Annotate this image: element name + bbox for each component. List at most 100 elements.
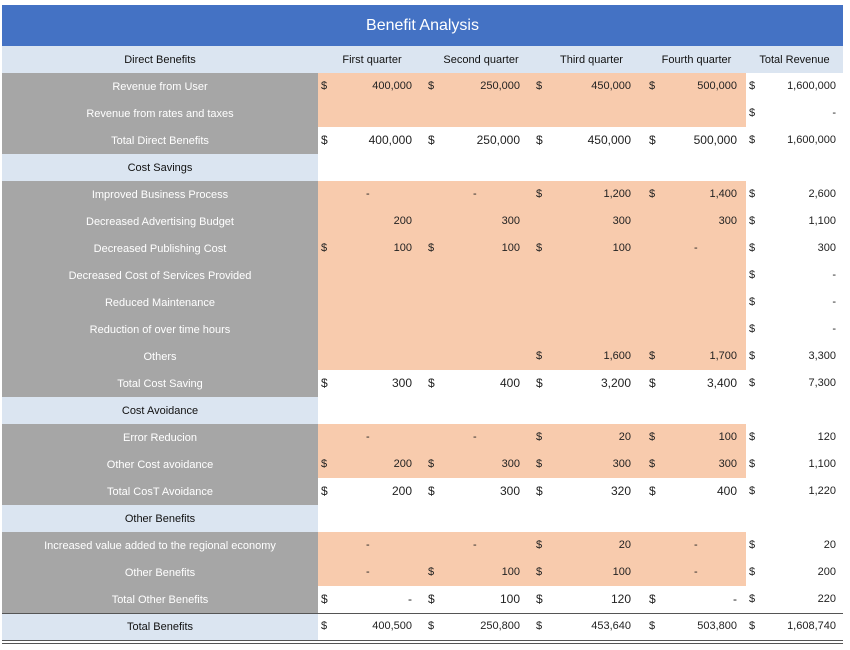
total-value: 7,300	[808, 377, 836, 389]
quarter-value: -	[408, 592, 412, 606]
quarter-value: 400	[499, 376, 520, 390]
value-band	[318, 424, 746, 451]
value-band	[318, 559, 746, 586]
total-currency: $	[749, 566, 756, 578]
total-currency: $	[749, 620, 756, 632]
currency-symbol: $	[536, 431, 543, 443]
currency-symbol: $	[649, 80, 656, 92]
value-band	[318, 262, 746, 289]
quarter-value: 400,000	[368, 133, 412, 147]
total-currency: $	[749, 350, 756, 362]
row-label: Error Reducion	[2, 424, 318, 451]
quarter-value: 300	[501, 215, 520, 227]
quarter-value: -	[733, 592, 737, 606]
total-value: -	[832, 296, 836, 308]
currency-symbol: $	[321, 133, 328, 147]
quarter-value: -	[473, 188, 477, 200]
total-value: 3,300	[808, 350, 836, 362]
currency-symbol: $	[649, 376, 656, 390]
total-currency: $	[749, 593, 756, 605]
quarter-value: 300	[501, 458, 520, 470]
quarter-value: 3,200	[600, 376, 631, 390]
value-band	[318, 532, 746, 559]
quarter-value: 200	[391, 484, 412, 498]
currency-symbol: $	[321, 458, 328, 470]
currency-symbol: $	[428, 458, 435, 470]
value-band	[318, 235, 746, 262]
currency-symbol: $	[428, 376, 435, 390]
total-currency: $	[749, 539, 756, 551]
currency-symbol: $	[649, 484, 656, 498]
quarter-value: 300	[499, 484, 520, 498]
value-band	[318, 100, 746, 127]
quarter-value: 120	[610, 592, 631, 606]
currency-symbol: $	[536, 188, 543, 200]
row-label: Others	[2, 343, 318, 370]
total-currency: $	[749, 107, 756, 119]
currency-symbol: $	[321, 376, 328, 390]
row-label: Revenue from rates and taxes	[2, 100, 318, 127]
total-currency: $	[749, 458, 756, 470]
currency-symbol: $	[428, 242, 435, 254]
quarter-value: 320	[610, 484, 631, 498]
quarter-value: 200	[393, 215, 412, 227]
column-header: Fourth quarter	[647, 46, 746, 73]
quarter-value: 300	[612, 458, 631, 470]
quarter-value: 400,500	[372, 620, 412, 632]
quarter-value: 1,700	[709, 350, 737, 362]
total-value: 1,220	[808, 485, 836, 497]
quarter-value: 100	[612, 566, 631, 578]
currency-symbol: $	[536, 242, 543, 254]
grand-total-top-border	[2, 613, 843, 614]
row-label: Revenue from User	[2, 73, 318, 100]
total-value: 220	[817, 593, 836, 605]
quarter-value: -	[473, 539, 477, 551]
quarter-value: -	[366, 566, 370, 578]
row-label: Total Direct Benefits	[2, 127, 318, 154]
currency-symbol: $	[536, 620, 543, 632]
row-label: Decreased Advertising Budget	[2, 208, 318, 235]
quarter-value: 250,000	[476, 133, 520, 147]
total-value: 1,100	[808, 215, 836, 227]
currency-symbol: $	[321, 592, 328, 606]
row-label: Increased value added to the regional ec…	[2, 532, 318, 559]
quarter-value: 400	[716, 484, 737, 498]
total-currency: $	[749, 242, 756, 254]
total-value: 2,600	[808, 188, 836, 200]
quarter-value: 1,400	[709, 188, 737, 200]
quarter-value: -	[473, 431, 477, 443]
quarter-value: 200	[393, 458, 412, 470]
value-band	[318, 289, 746, 316]
currency-symbol: $	[321, 80, 328, 92]
quarter-value: 1,600	[603, 350, 631, 362]
grand-total-double-border	[2, 643, 843, 644]
currency-symbol: $	[428, 80, 435, 92]
currency-symbol: $	[536, 376, 543, 390]
value-band	[318, 451, 746, 478]
quarter-value: 100	[718, 431, 737, 443]
currency-symbol: $	[321, 484, 328, 498]
total-value: 1,100	[808, 458, 836, 470]
column-header: Total Revenue	[746, 46, 843, 73]
column-header: Second quarter	[426, 46, 536, 73]
quarter-value: 503,800	[697, 620, 737, 632]
currency-symbol: $	[536, 539, 543, 551]
currency-symbol: $	[536, 133, 543, 147]
total-value: -	[832, 269, 836, 281]
total-value: 120	[817, 431, 836, 443]
quarter-value: 20	[618, 431, 631, 443]
total-value: 1,608,740	[787, 620, 836, 632]
total-currency: $	[749, 269, 756, 281]
currency-symbol: $	[649, 592, 656, 606]
total-value: 20	[823, 539, 836, 551]
row-label: Cost Savings	[2, 154, 318, 181]
column-header: Third quarter	[536, 46, 647, 73]
currency-symbol: $	[428, 592, 435, 606]
currency-symbol: $	[649, 431, 656, 443]
total-currency: $	[749, 215, 756, 227]
quarter-value: 250,800	[480, 620, 520, 632]
total-currency: $	[749, 188, 756, 200]
currency-symbol: $	[428, 133, 435, 147]
total-currency: $	[749, 296, 756, 308]
